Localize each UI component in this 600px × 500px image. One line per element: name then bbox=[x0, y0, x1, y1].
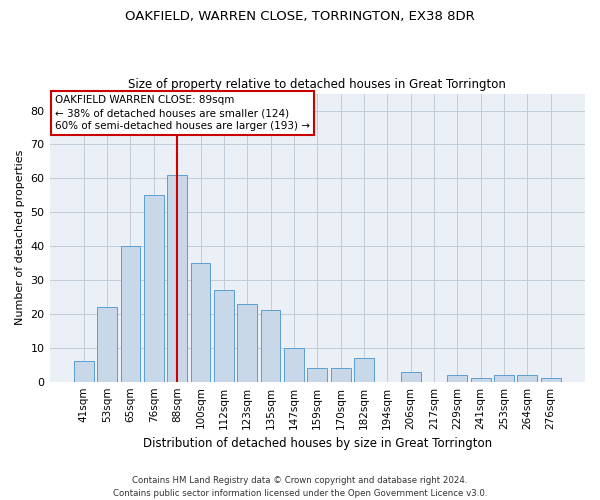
Bar bbox=[121, 246, 140, 382]
X-axis label: Distribution of detached houses by size in Great Torrington: Distribution of detached houses by size … bbox=[143, 437, 492, 450]
Bar bbox=[331, 368, 350, 382]
Bar bbox=[97, 307, 117, 382]
Bar bbox=[214, 290, 234, 382]
Bar bbox=[541, 378, 560, 382]
Bar bbox=[354, 358, 374, 382]
Bar bbox=[167, 175, 187, 382]
Bar bbox=[238, 304, 257, 382]
Bar bbox=[401, 372, 421, 382]
Bar bbox=[74, 362, 94, 382]
Text: OAKFIELD, WARREN CLOSE, TORRINGTON, EX38 8DR: OAKFIELD, WARREN CLOSE, TORRINGTON, EX38… bbox=[125, 10, 475, 23]
Bar bbox=[494, 375, 514, 382]
Bar bbox=[471, 378, 491, 382]
Bar bbox=[448, 375, 467, 382]
Text: OAKFIELD WARREN CLOSE: 89sqm
← 38% of detached houses are smaller (124)
60% of s: OAKFIELD WARREN CLOSE: 89sqm ← 38% of de… bbox=[55, 95, 310, 132]
Text: Contains HM Land Registry data © Crown copyright and database right 2024.
Contai: Contains HM Land Registry data © Crown c… bbox=[113, 476, 487, 498]
Bar bbox=[260, 310, 280, 382]
Bar bbox=[191, 263, 211, 382]
Bar bbox=[307, 368, 327, 382]
Title: Size of property relative to detached houses in Great Torrington: Size of property relative to detached ho… bbox=[128, 78, 506, 91]
Bar bbox=[284, 348, 304, 382]
Y-axis label: Number of detached properties: Number of detached properties bbox=[15, 150, 25, 326]
Bar bbox=[517, 375, 538, 382]
Bar bbox=[144, 195, 164, 382]
